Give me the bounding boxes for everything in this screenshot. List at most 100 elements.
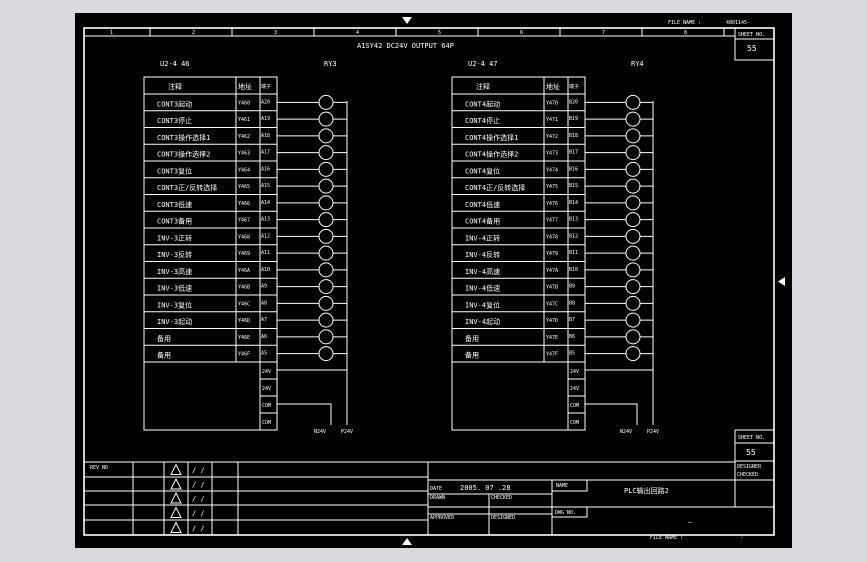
extra-terminal: COM [262,403,271,409]
header-terminal: 端子 [261,83,271,90]
scroll-up-arrow-icon[interactable] [402,17,412,24]
row-terminal: B7 [569,317,575,323]
header-comment: 注释 [476,82,490,91]
io-row: INV-4低速 Y47B B9 [452,279,653,296]
row-comment: CONT4正/反转选择 [465,183,525,192]
row-terminal: A18 [261,133,270,139]
tb-sheet-no-value: 55 [746,448,756,457]
io-row: 备用 Y47E B6 [452,329,653,346]
footer-file-name-label: FILE NAME : [650,535,683,541]
io-row: 备用 Y46F A5 [144,346,347,363]
ruler-label: 6 [520,30,523,36]
revision-triangle-icon [170,477,182,490]
io-row: INV-3反转 Y469 A11 [144,245,347,262]
io-row: INV-3高速 Y46A A10 [144,262,347,279]
row-terminal: A15 [261,183,270,189]
io-row: CONT4停止 Y471 B19 [452,111,653,128]
header-comment: 注释 [168,82,182,91]
row-comment: CONT4低速 [465,200,500,209]
row-terminal: A19 [261,116,270,122]
row-address: Y462 [238,134,250,140]
scroll-down-arrow-icon[interactable] [402,538,412,545]
row-comment: CONT3正/反转选择 [157,183,217,192]
revision-triangle-icon [170,521,182,533]
unit-label: U2-4 47 [468,60,498,68]
ruler-label: 8 [684,30,687,36]
io-row: INV-4正转 Y478 B12 [452,228,653,246]
dwg-no-value: — [688,518,693,526]
drawing-title: PLC输出回路2 [624,486,669,495]
extra-terminal: 24V [570,369,579,375]
sheet-no-value: 55 [747,44,757,53]
row-address: Y46C [238,301,250,307]
row-address: Y47B [546,285,558,291]
io-row: INV-3正转 Y468 A12 [144,228,347,246]
row-address: Y47F [546,352,558,358]
row-address: Y469 [238,251,250,257]
tb-designer-label: DESIGNER [737,464,762,470]
extra-terminal: COM [570,420,579,426]
io-row: CONT4低速 Y476 B14 [452,195,653,212]
row-comment: INV-4低速 [465,284,500,293]
row-comment: 备用 [465,351,479,360]
revision-triangle-icon [170,506,182,518]
row-comment: CONT3停止 [157,116,192,125]
row-terminal: A11 [261,250,270,256]
module-title: A1SY42 DC24V OUTPUT 64P [357,42,454,50]
row-terminal: B15 [569,183,578,189]
row-comment: INV-4高速 [465,267,500,276]
revision-date: / / [192,481,205,489]
row-comment: CONT3操作选择1 [157,133,210,142]
io-panel-1: U2-4 46 RY3 注释 地址 端子 CONT3起动 Y460 A20 CONT3停止 Y46… [143,60,353,435]
row-comment: CONT4起动 [465,99,500,108]
row-comment: INV-4正转 [465,233,500,242]
row-address: Y479 [546,251,558,257]
date-label: DATE [430,486,442,492]
row-address: Y46F [238,352,250,358]
extra-terminal: 24V [570,386,579,392]
tb-checked-label: CHECKED [737,472,758,478]
row-address: Y47C [546,301,558,307]
row-terminal: A20 [261,99,270,105]
tb-sheet-no-label: SHEET NO. [738,435,765,441]
revision-triangle-icon [170,463,182,475]
scroll-right-arrow-icon[interactable] [778,277,785,286]
row-comment: INV-3起动 [157,317,192,326]
row-comment: 备用 [157,351,171,360]
row-comment: 备用 [157,334,171,343]
row-comment: CONT3操作选择2 [157,150,210,159]
revision-date: / / [192,525,205,533]
row-terminal: A8 [261,300,267,306]
row-address: Y46D [238,318,250,324]
sheet-no-label: SHEET NO. [738,32,765,38]
io-row: CONT3操作选择1 Y462 A18 [144,128,347,145]
sheet-no-box [734,27,775,61]
row-address: Y47E [546,335,558,341]
unit-label: U2-4 46 [160,60,190,68]
relay-label: RY4 [631,60,644,68]
row-terminal: B12 [569,233,578,239]
dwg-no-label: DWG NO. [555,510,576,516]
n24v-label: N24V [314,429,326,435]
row-address: Y476 [546,201,558,207]
io-panel-2: U2-4 47 RY4 注释 地址 端子 CONT4起动 Y470 B20 CONT4停止 Y47… [451,60,659,435]
row-terminal: A6 [261,334,267,340]
name-label: NAME [556,483,568,489]
row-terminal: B18 [569,133,578,139]
row-address: Y465 [238,184,250,190]
row-address: Y470 [546,100,558,106]
row-comment: INV-4复位 [465,300,500,309]
ruler-label: 4 [356,30,359,36]
drawing-area[interactable] [75,13,792,548]
row-address: Y478 [546,234,558,240]
row-comment: CONT4停止 [465,116,500,125]
ruler-label: 3 [274,30,277,36]
extra-terminal: COM [570,403,579,409]
row-terminal: B17 [569,150,578,156]
row-comment: CONT4复位 [465,166,500,175]
row-terminal: B6 [569,334,575,340]
row-terminal: A7 [261,317,267,323]
designed-label: DESIGNED [491,515,515,521]
row-address: Y477 [546,218,558,224]
